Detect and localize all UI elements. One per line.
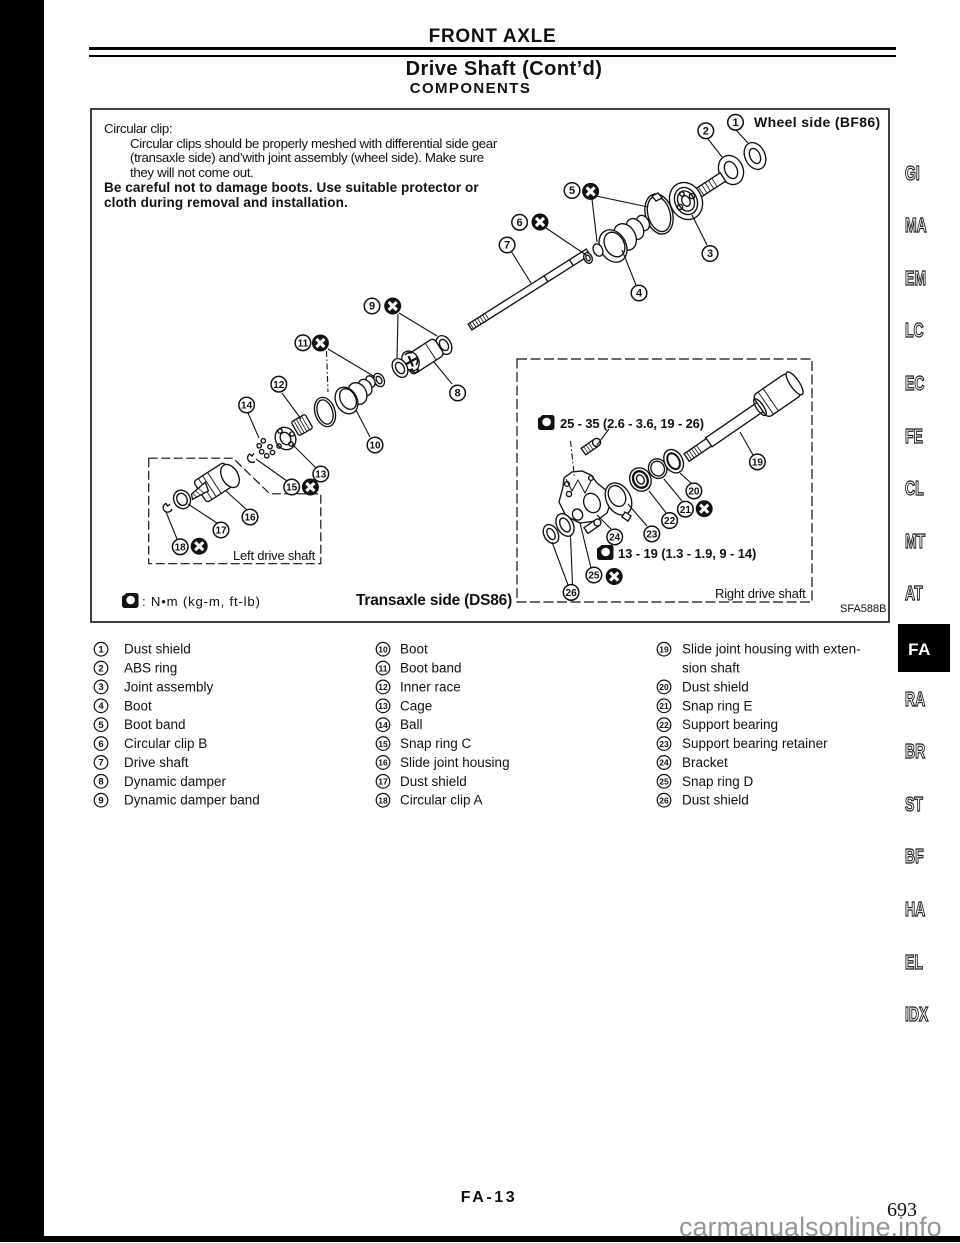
svg-text:4: 4 [636,288,643,300]
svg-text:Drive shaft: Drive shaft [124,755,189,770]
svg-text:15: 15 [378,739,388,749]
svg-text:7: 7 [504,240,510,252]
svg-text:ABS ring: ABS ring [124,661,177,676]
svg-text:14: 14 [378,720,388,730]
svg-text:17: 17 [215,526,227,537]
svg-text:10: 10 [369,441,381,452]
svg-text:24: 24 [659,758,669,768]
svg-text:Circular clip B: Circular clip B [124,736,207,751]
svg-text:5: 5 [569,185,575,197]
svg-text:22: 22 [664,516,676,527]
svg-text:2: 2 [98,663,103,674]
svg-text:Slide joint housing: Slide joint housing [400,755,510,770]
svg-text:21: 21 [680,505,692,516]
svg-text:Boot: Boot [400,642,428,657]
svg-text:19: 19 [659,644,669,654]
svg-text:6: 6 [517,217,523,229]
svg-text:12: 12 [273,380,285,391]
svg-text:24: 24 [609,533,621,544]
svg-text:1: 1 [98,644,104,655]
svg-text:Support bearing retainer: Support bearing retainer [682,736,828,751]
svg-text:Dust shield: Dust shield [400,774,467,789]
svg-text:25: 25 [659,777,669,787]
svg-text:18: 18 [175,542,187,553]
svg-text:Slide joint housing with exten: Slide joint housing with exten- [682,642,861,657]
svg-text:26: 26 [659,795,669,805]
svg-text:Boot band: Boot band [400,661,462,676]
svg-text:21: 21 [659,701,669,711]
svg-text:1: 1 [732,117,738,129]
svg-text:18: 18 [378,795,388,805]
svg-text:Boot: Boot [124,698,152,713]
svg-text:17: 17 [378,777,388,787]
svg-text:23: 23 [659,739,669,749]
svg-text:13: 13 [315,470,327,481]
svg-text:6: 6 [98,739,103,750]
svg-text:Dynamic damper: Dynamic damper [124,774,227,789]
svg-text:Snap ring D: Snap ring D [682,774,754,789]
svg-text:19: 19 [752,458,764,469]
svg-text:8: 8 [98,777,103,788]
svg-text:sion shaft: sion shaft [682,661,740,676]
svg-text:11: 11 [298,338,309,349]
svg-text:Dust shield: Dust shield [682,679,749,694]
svg-text:Inner race: Inner race [400,679,461,694]
svg-text:Snap ring E: Snap ring E [682,698,753,713]
svg-text:Joint assembly: Joint assembly [124,679,214,694]
svg-text:Support bearing: Support bearing [682,717,778,732]
svg-text:25: 25 [588,571,600,582]
svg-text:20: 20 [659,682,669,692]
svg-text:22: 22 [659,720,669,730]
svg-text:16: 16 [378,758,388,768]
svg-text:15: 15 [286,483,298,494]
svg-text:14: 14 [241,401,253,412]
svg-text:8: 8 [455,388,461,400]
svg-text:9: 9 [369,301,375,313]
svg-text:Circular clip A: Circular clip A [400,793,483,808]
svg-text:2: 2 [703,125,709,137]
svg-text:13: 13 [378,701,388,711]
svg-text:Boot band: Boot band [124,717,186,732]
svg-text:4: 4 [98,701,104,712]
svg-text:12: 12 [378,682,388,692]
svg-text:7: 7 [98,758,103,769]
svg-text:16: 16 [244,513,256,524]
svg-text:23: 23 [646,530,658,541]
svg-text:3: 3 [98,682,103,693]
svg-text:Bracket: Bracket [682,755,728,770]
svg-text:Dust shield: Dust shield [124,642,191,657]
svg-text:5: 5 [98,720,104,731]
svg-text:11: 11 [379,663,388,673]
svg-text:Ball: Ball [400,717,423,732]
svg-text:20: 20 [688,487,700,498]
svg-text:10: 10 [378,644,388,654]
svg-text:Snap ring C: Snap ring C [400,736,472,751]
svg-text:Cage: Cage [400,698,432,713]
svg-text:Dust shield: Dust shield [682,793,749,808]
svg-text:3: 3 [707,248,713,260]
svg-text:26: 26 [566,588,578,599]
svg-text:Dynamic damper band: Dynamic damper band [124,793,260,808]
svg-text:9: 9 [98,795,103,806]
